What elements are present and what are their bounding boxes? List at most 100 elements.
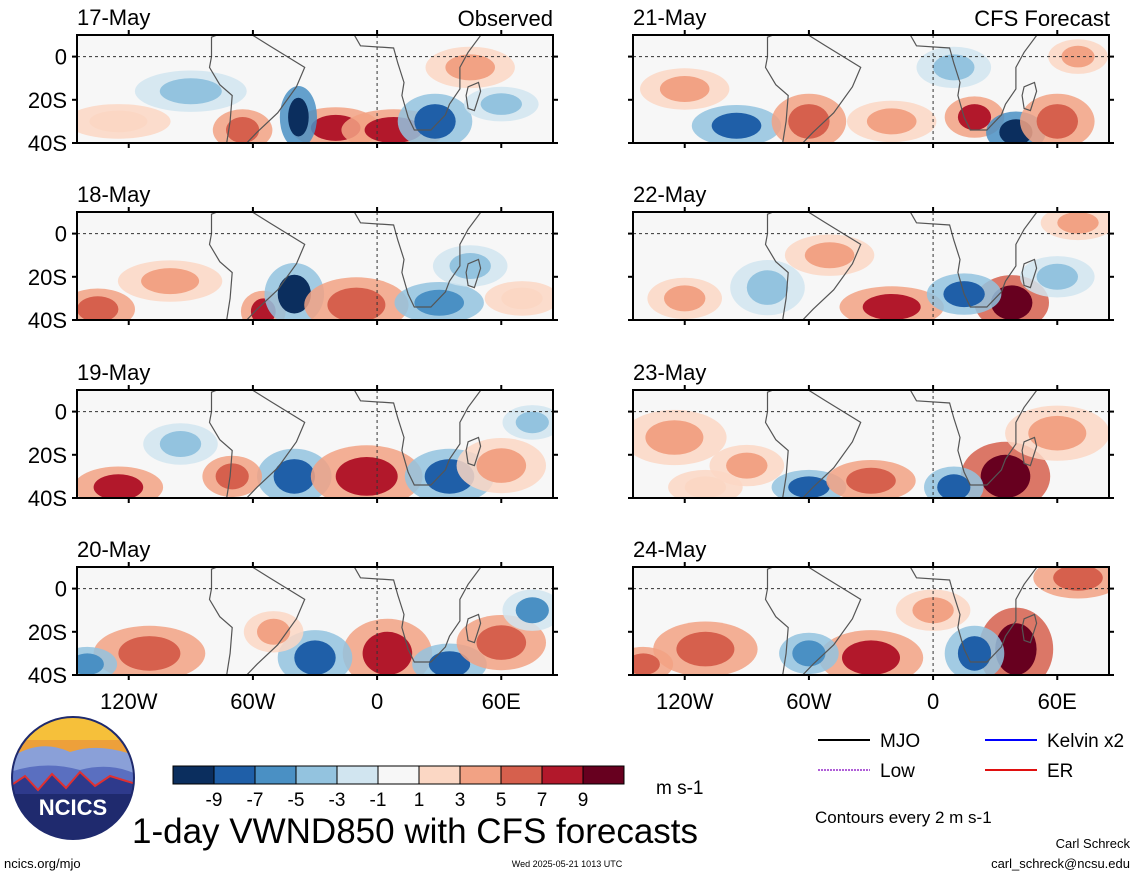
wind-field	[647, 212, 1109, 320]
legend-label: MJO	[880, 731, 920, 752]
madagascar-outline	[1021, 258, 1038, 289]
anomaly-cell	[746, 270, 789, 305]
panel-date: 24-May	[633, 537, 706, 562]
panel-frame	[632, 389, 1110, 499]
anomaly-cell	[414, 104, 456, 139]
anomaly-cell	[933, 54, 975, 81]
panel-date: 19-May	[77, 360, 150, 385]
timestamp: Wed 2025-05-21 1013 UTC	[512, 859, 623, 869]
colorbar-tick-label: 1	[414, 790, 425, 811]
y-tick-label: 40S	[28, 308, 67, 333]
colorbar-tick-label: 9	[578, 790, 589, 811]
anomaly-cell	[288, 97, 309, 137]
anomaly-cell	[335, 457, 398, 496]
panel-frame	[632, 34, 1110, 144]
colorbar-swatch	[254, 765, 297, 785]
madagascar-outline	[465, 436, 482, 467]
anomaly-cell	[515, 597, 549, 624]
africa-outline	[909, 35, 1038, 131]
panel-date: 21-May	[633, 5, 706, 30]
colorbar-tick-label: 3	[455, 790, 466, 811]
figure-title: 1-day VWND850 with CFS forecasts	[132, 812, 698, 851]
anomaly-cell	[362, 631, 413, 675]
anomaly-cell	[804, 242, 855, 269]
ncics-logo-text: NCICS	[39, 795, 107, 820]
panel-frame	[632, 566, 1110, 676]
africa-outline	[353, 35, 482, 131]
anomaly-cell	[664, 285, 706, 312]
colorbar-units: m s-1	[656, 778, 704, 799]
africa-outline	[909, 212, 1038, 308]
anomaly-cell	[862, 294, 921, 320]
panel-21-may: 21-May	[628, 5, 1114, 148]
south-america-outline	[208, 212, 306, 320]
anomaly-cell	[445, 54, 496, 81]
x-tick-label: 120W	[100, 689, 158, 714]
panel-17-may: 0 20S 40S 17-May	[28, 5, 558, 156]
legend-label: ER	[1047, 761, 1073, 782]
south-america-outline	[764, 567, 862, 675]
wind-field	[633, 567, 1109, 675]
ncics-logo: NCICS	[11, 716, 135, 840]
anomaly-cell	[788, 476, 830, 498]
colorbar-swatch	[541, 765, 584, 785]
panel-18-may: 0 20S 40S 18-May	[28, 182, 558, 333]
africa-outline	[909, 567, 1038, 663]
colorbar-swatch	[172, 765, 215, 785]
anomaly-cell	[676, 631, 735, 667]
y-tick-label: 0	[55, 222, 67, 247]
panel-frame	[76, 211, 554, 321]
africa-outline	[353, 390, 482, 486]
colorbar-swatch	[295, 765, 338, 785]
y-tick-label: 20S	[28, 265, 67, 290]
cfs-forecast-label: CFS Forecast	[974, 6, 1110, 31]
anomaly-cell	[1053, 567, 1103, 591]
anomaly-cell	[515, 411, 549, 434]
anomaly-cell	[957, 104, 992, 131]
author-email[interactable]: carl_schreck@ncsu.edu	[991, 856, 1130, 871]
y-tick-label: 40S	[28, 663, 67, 688]
colorbar-tick-label: -9	[206, 790, 223, 811]
anomaly-cell	[1036, 104, 1079, 139]
anomaly-cell	[842, 640, 900, 675]
africa-outline	[353, 212, 482, 308]
coastlines	[764, 567, 1038, 675]
x-tick-label: 60E	[482, 689, 521, 714]
colorbar-swatch	[377, 765, 420, 785]
wind-field	[77, 245, 553, 320]
madagascar-outline	[465, 258, 482, 289]
colorbar-swatch	[500, 765, 543, 785]
colorbar-tick-label: 7	[537, 790, 548, 811]
anomaly-cell	[77, 296, 119, 320]
south-america-outline	[208, 390, 306, 498]
panel-frame	[632, 211, 1110, 321]
panels: 020S40S17-May020S40S18-May020S40S19-May0…	[28, 5, 1114, 714]
anomaly-cell	[1028, 415, 1087, 451]
coastlines	[208, 567, 482, 675]
y-tick-label: 40S	[28, 486, 67, 511]
site-link[interactable]: ncics.org/mjo	[4, 856, 81, 871]
author: Carl Schreck	[1056, 836, 1131, 851]
anomaly-cell	[93, 474, 144, 498]
x-tick-label: 60E	[1038, 689, 1077, 714]
y-tick-label: 0	[55, 400, 67, 425]
anomaly-cell	[277, 274, 311, 314]
x-tick-label: 0	[927, 689, 939, 714]
coastlines	[208, 390, 482, 498]
x-tick-label: 120W	[656, 689, 714, 714]
madagascar-outline	[1021, 436, 1038, 467]
y-tick-label: 20S	[28, 443, 67, 468]
line-legend: MJO Kelvin x2 Low ER	[818, 731, 1124, 782]
colorbar-swatch	[459, 765, 502, 785]
south-america-outline	[208, 567, 306, 675]
anomaly-cell	[118, 636, 181, 671]
anomaly-cell	[428, 651, 471, 675]
coastlines	[764, 390, 1038, 498]
x-tick-label: 60W	[786, 689, 831, 714]
anomaly-cell	[327, 287, 386, 320]
anomaly-cell	[89, 110, 148, 133]
panel-frame	[76, 34, 554, 144]
anomaly-cell	[141, 268, 200, 295]
madagascar-outline	[465, 613, 482, 644]
panel-date: 20-May	[77, 537, 150, 562]
